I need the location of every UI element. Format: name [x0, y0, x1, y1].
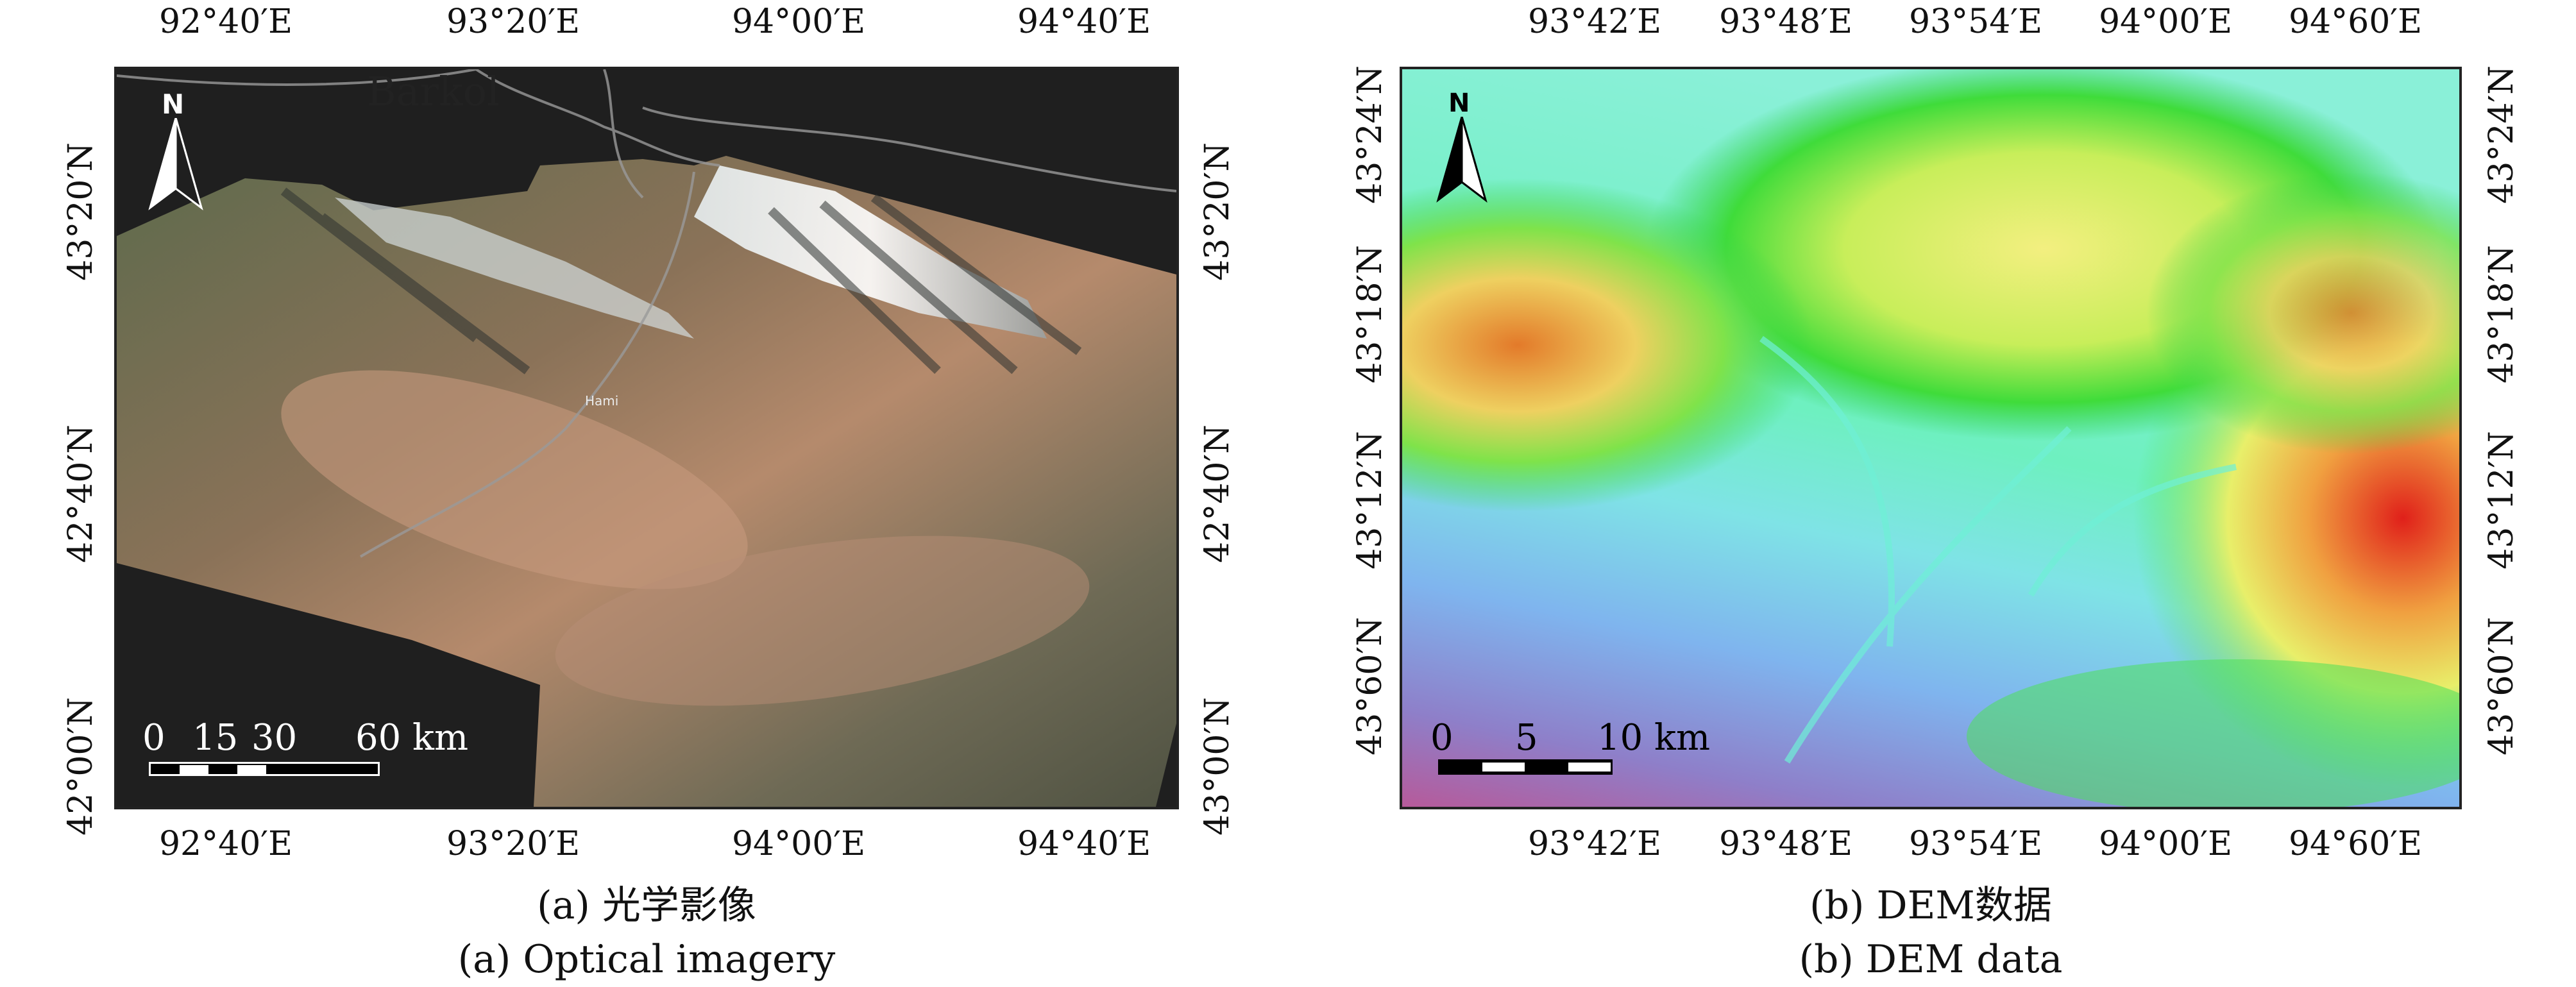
scale-label: 15 — [192, 717, 239, 759]
panel-b-bottom-tick: 93°48′E — [1718, 825, 1853, 863]
panel-a-right-tick: 42°40′N — [1198, 425, 1237, 563]
dem-high-northeast — [2146, 172, 2459, 454]
scale-label: 0 — [1430, 717, 1453, 759]
north-arrow: N — [1433, 89, 1491, 210]
caption-a-en: (a) Optical imagery — [457, 937, 836, 982]
snow-cover-west — [335, 198, 694, 339]
panel-a-top-tick: 94°40′E — [1017, 3, 1151, 41]
panel-a-bottom-tick: 93°20′E — [446, 825, 580, 863]
panel-a-bottom-tick: 94°40′E — [1017, 825, 1151, 863]
scale-label: 5 — [1515, 717, 1538, 759]
panel-a-right-tick: 43°00′N — [1198, 697, 1237, 836]
panel-b-bottom-tick: 93°54′E — [1908, 825, 2043, 863]
panel-a-top-tick: 93°20′E — [446, 3, 580, 41]
panel-b-top-tick: 93°42′E — [1527, 3, 1662, 41]
panel-b-top-tick: 94°00′E — [2098, 3, 2233, 41]
dem-green-south — [1967, 659, 2459, 807]
panel-b-left-tick: 43°24′N — [1351, 65, 1389, 204]
dem-high-west — [1402, 178, 1813, 512]
panel-b-top-tick: 93°54′E — [1908, 3, 2043, 41]
panel-a-left-tick: 43°20′N — [62, 142, 100, 281]
dem-valleys — [1759, 335, 2237, 764]
panel-b-right-tick: 43°60′N — [2482, 617, 2521, 755]
panel-b-left-tick: 43°18′N — [1351, 245, 1389, 384]
panel-a-left-tick: 42°00′N — [62, 697, 100, 836]
scale-bar — [149, 762, 380, 776]
scale-label: 0 — [142, 717, 165, 759]
scale-bar — [1438, 759, 1613, 775]
north-arrow-icon — [148, 118, 203, 210]
panel-b-bottom-tick: 94°60′E — [2288, 825, 2423, 863]
panel-b-top-tick: 93°48′E — [1718, 3, 1853, 41]
snow-cover — [694, 165, 1047, 339]
roads — [117, 69, 1176, 558]
panel-a-top-tick: 94°00′E — [731, 3, 866, 41]
scale-label: 10 km — [1597, 717, 1711, 759]
north-arrow-letter: N — [162, 89, 185, 120]
panel-b-top-tick: 94°60′E — [2288, 3, 2423, 41]
panel-b-bottom-tick: 93°42′E — [1527, 825, 1662, 863]
north-arrow: N — [144, 89, 208, 217]
panel-a-top-tick: 92°40′E — [158, 3, 293, 41]
north-arrow-icon — [1436, 117, 1487, 203]
panel-b-right-tick: 43°18′N — [2482, 245, 2521, 384]
panel-b-right-tick: 43°12′N — [2482, 431, 2521, 569]
place-label-barkol: Barkol — [367, 68, 500, 115]
north-arrow-letter: N — [1448, 89, 1470, 118]
dem-svg — [1402, 69, 2459, 807]
panel-b-bottom-tick: 94°00′E — [2098, 825, 2233, 863]
scale-label: 30 — [251, 717, 298, 759]
caption-b-cn: (b) DEM数据 — [1809, 883, 2052, 928]
mountain-ridges — [280, 187, 1082, 375]
panel-a-bottom-tick: 92°40′E — [158, 825, 293, 863]
scale-label: 60 km — [355, 717, 469, 759]
panel-a-left-tick: 42°40′N — [62, 425, 100, 563]
panel-a-bottom-tick: 94°00′E — [731, 825, 866, 863]
optical-imagery-svg — [117, 69, 1176, 807]
basin-south — [555, 536, 1090, 706]
dem-map: N 0 5 10 km — [1400, 67, 2462, 809]
basin — [281, 370, 748, 589]
panel-b-right-tick: 43°24′N — [2482, 65, 2521, 204]
optical-imagery-map: Barkol Hami N 0 15 30 60 km — [114, 67, 1179, 809]
caption-b-en: (b) DEM data — [1799, 937, 2063, 982]
caption-a-cn: (a) 光学影像 — [537, 883, 756, 928]
panel-a-right-tick: 43°20′N — [1198, 142, 1237, 281]
panel-b-left-tick: 43°60′N — [1351, 617, 1389, 755]
place-label-hami: Hami — [585, 393, 619, 409]
panel-b-left-tick: 43°12′N — [1351, 431, 1389, 569]
